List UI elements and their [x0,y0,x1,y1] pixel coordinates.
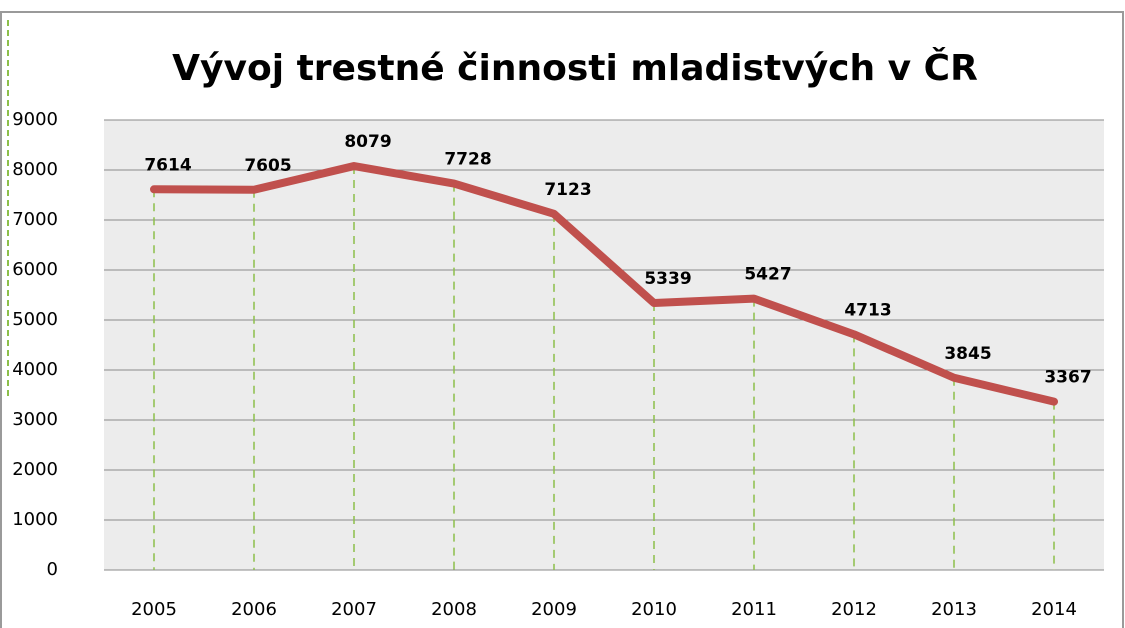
x-tick-label: 2009 [531,599,577,620]
y-tick-label: 8000 [12,159,58,180]
x-tick-label: 2013 [931,599,977,620]
data-label: 5339 [644,269,691,289]
y-tick-label: 1000 [12,509,58,530]
y-tick-label: 3000 [12,409,58,430]
x-tick-label: 2014 [1031,599,1077,620]
data-label: 3367 [1044,368,1091,388]
x-tick-label: 2005 [131,599,177,620]
data-label: 7605 [244,156,291,176]
y-tick-label: 9000 [12,109,58,130]
data-label: 5427 [744,265,791,285]
data-label: 8079 [344,132,391,152]
data-label: 7123 [544,180,591,200]
plot-area [104,120,1104,570]
data-label: 7728 [444,150,491,170]
x-tick-label: 2007 [331,599,377,620]
chart-title: Vývoj trestné činnosti mladistvých v ČR [172,47,978,89]
y-tick-label: 0 [47,559,58,580]
line [150,162,1058,406]
x-tick-label: 2011 [731,599,777,620]
y-tick-label: 4000 [12,359,58,380]
x-tick-label: 2010 [631,599,677,620]
data-label: 4713 [844,300,891,320]
y-tick-label: 6000 [12,259,58,280]
x-tick-label: 2012 [831,599,877,620]
data-label: 3845 [944,344,991,364]
y-tick-label: 7000 [12,209,58,230]
x-tick-label: 2008 [431,599,477,620]
y-tick-label: 5000 [12,309,58,330]
y-tick-label: 2000 [12,459,58,480]
data-label: 7614 [144,155,191,175]
x-tick-label: 2006 [231,599,277,620]
